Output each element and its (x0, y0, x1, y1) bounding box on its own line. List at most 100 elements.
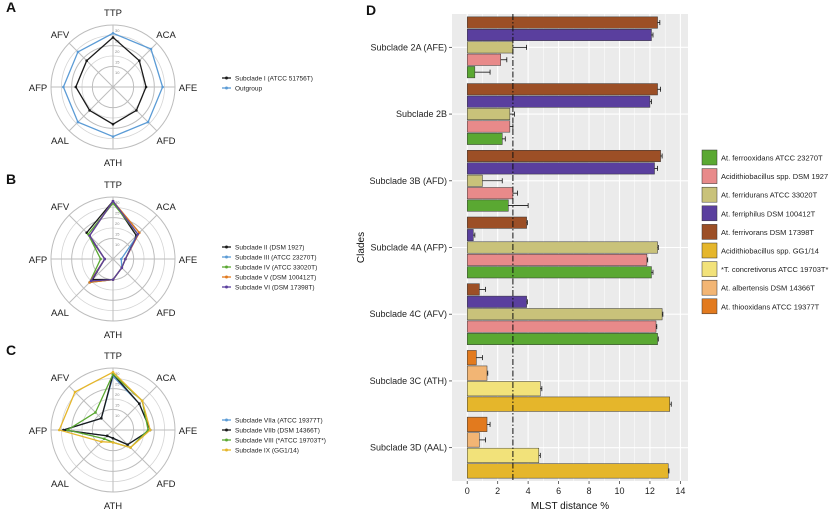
radar-axis-label: ATH (104, 501, 122, 512)
legend-key-swatch (701, 242, 718, 259)
bar (466, 432, 480, 448)
legend-entry-label: Subclade IX (GG1/14) (235, 448, 299, 455)
radar-ring-tick: 15 (115, 232, 120, 237)
radar-axis-label: AAL (51, 136, 69, 147)
panel-letter: B (6, 171, 16, 187)
legend-entry-label: Subclade VIIa (ATCC 19377T) (235, 418, 323, 425)
bar (466, 350, 477, 366)
bar (466, 253, 648, 266)
legend-key-dot (225, 438, 228, 442)
radar-axis-label: ATH (104, 330, 122, 341)
bar (466, 108, 511, 121)
radar-point (124, 257, 127, 261)
radar-ring-tick: 30 (115, 28, 120, 33)
y-tick-label: Subclade 2B (396, 109, 447, 119)
legend-key-swatch (701, 261, 718, 277)
legend-box (698, 147, 835, 321)
bar (466, 83, 658, 96)
radar-ring-tick: 10 (115, 242, 120, 247)
y-tick-label: Subclade 3C (ATH) (370, 376, 447, 386)
radar-ring-tick: 25 (115, 211, 120, 216)
radar-axis-label: AFV (51, 202, 70, 213)
legend-entry-label: Acidithiobacillus spp. DSM 1927 (721, 172, 828, 181)
radar-point (140, 399, 144, 403)
bar (466, 283, 480, 296)
legend-key-swatch (701, 205, 718, 222)
radar-point (57, 428, 61, 432)
bar (466, 150, 661, 162)
bar (466, 174, 483, 187)
legend-entry-label: At. ferriphilus DSM 100412T (721, 209, 816, 218)
bar (466, 16, 658, 29)
radar-point (111, 31, 115, 35)
y-tick-label: Subclade 4A (AFP) (370, 243, 447, 253)
radar-ring-tick: 15 (115, 403, 120, 408)
radar-ring-tick: 15 (115, 60, 120, 65)
bar (466, 199, 509, 212)
radar-axis-label: AFV (51, 30, 70, 41)
bar (466, 463, 669, 479)
radar-axis-label: ACA (156, 30, 176, 41)
legend-key-dot (225, 265, 228, 269)
radar-axis-label: ACA (156, 373, 176, 384)
legend-key-dot (225, 448, 228, 452)
radar-point (102, 437, 106, 441)
legend-entry-label: Outgroup (235, 86, 262, 93)
radar-point (66, 428, 69, 432)
radar-point (94, 411, 97, 414)
radar-point (100, 440, 103, 443)
bar (466, 216, 527, 229)
radar-spoke (112, 86, 158, 132)
legend-entry-label: Subclade II (DSM 1927) (235, 245, 304, 252)
radar-point (111, 135, 115, 138)
radar-spoke (68, 429, 114, 475)
legend-entry-label: Subclade I (ATCC 51756T) (235, 76, 313, 83)
x-tick-label: 14 (675, 486, 685, 496)
panel-letter: C (6, 342, 16, 358)
radar-axis-label: AFP (29, 426, 47, 437)
radar-axis-label: AAL (51, 308, 69, 319)
legend-key-swatch (701, 224, 718, 240)
radar-point (161, 85, 164, 89)
radar-point (100, 417, 103, 420)
radar-point (146, 120, 150, 124)
radar-axis-label: AFV (51, 373, 70, 384)
legend-entry-label: At. albertensis DSM 14366T (721, 284, 815, 293)
x-tick-label: 4 (526, 486, 531, 496)
panel-c: C TTP ACA AFE AFD ATH AAL AFP AFV 30 25 20 15 10 Subcl… (6, 342, 326, 512)
radar-ring-tick: 20 (115, 221, 120, 226)
panel-b: B TTP ACA AFE AFD ATH AAL AFP AFV 30 25 20 15 10 Subcl… (6, 171, 317, 341)
radar-point (149, 47, 153, 51)
radar-point (111, 436, 115, 440)
radar-ring-tick: 10 (115, 413, 120, 418)
radar-spoke (112, 42, 158, 88)
bar (466, 29, 652, 41)
radar-point (129, 446, 132, 449)
legend-key-swatch (701, 298, 718, 315)
radar-point (119, 257, 123, 261)
legend-key-swatch (701, 168, 718, 184)
legend-entry-label: Subclade VI (DSM 17398T) (235, 285, 314, 292)
panel-d: D Subclade 2A (AFE) Subclade 2B Subclade 3B… (356, 2, 835, 512)
legend-entry-label: Subclade IV (ATCC 33020T) (235, 265, 317, 272)
radar-axis-label: AFD (157, 308, 176, 319)
radar-point (103, 257, 107, 261)
radar-ring-tick: 25 (115, 382, 120, 387)
radar-point (111, 122, 115, 126)
radar-point (144, 85, 148, 89)
legend-key-dot (225, 245, 228, 249)
radar-spoke (68, 86, 114, 132)
radar-point (76, 120, 80, 124)
legend-key-swatch (701, 186, 718, 203)
legend-entry-label: At. ferridurans ATCC 33020T (721, 191, 818, 200)
radar-point (111, 441, 115, 444)
x-tick-label: 12 (645, 486, 655, 496)
legend-key-dot (225, 76, 228, 80)
legend-key-dot (225, 86, 228, 90)
legend-key-dot (225, 275, 228, 279)
bar (466, 266, 652, 279)
radar-spoke (112, 214, 158, 260)
bar (466, 229, 474, 242)
x-tick-label: 0 (465, 486, 470, 496)
